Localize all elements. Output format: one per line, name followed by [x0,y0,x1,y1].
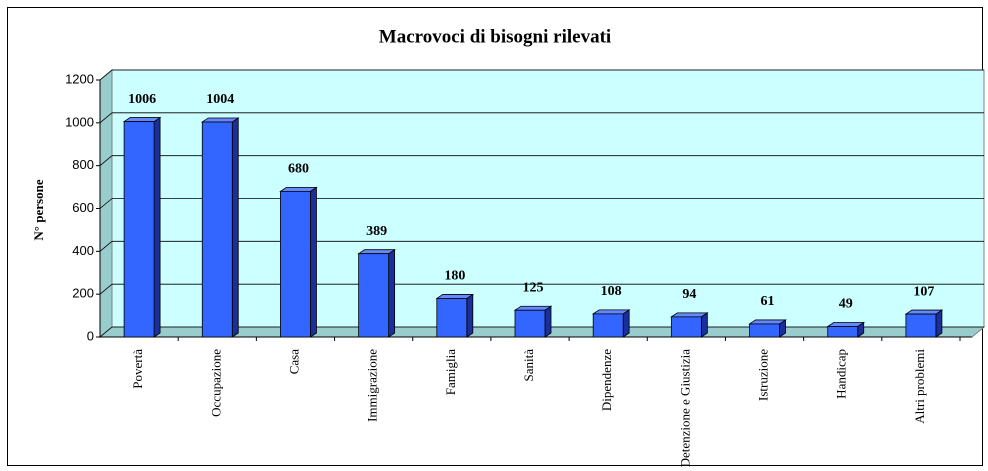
grid-line [99,326,113,338]
bar [592,313,624,338]
chart-title: Macrovoci di bisogni rilevati [379,26,611,47]
bar-side [544,305,552,338]
bar-top [279,186,318,192]
value-label: 180 [444,269,465,284]
bar-side [466,293,474,338]
x-tick-label: Istruzione [756,349,771,401]
grid-line [99,155,113,166]
value-label: 61 [761,294,775,309]
bar-top [748,319,787,325]
x-tick-label: Dipendenze [599,349,614,411]
y-tick-label: 200 [72,286,94,301]
bar-group [826,321,866,338]
bar-top [904,309,944,315]
value-label: 94 [682,287,696,302]
bar-group [200,117,240,338]
y-tick-label: 600 [72,200,94,215]
bar-side [231,117,239,338]
value-label: 1006 [128,92,156,107]
bar [280,190,311,338]
bar-group [748,319,787,338]
x-tick-label: Occupazione [208,349,223,417]
bar-top [670,312,709,318]
bar [670,316,702,338]
bar-top [591,309,631,315]
bar-group [122,116,162,338]
value-label: 680 [288,162,309,177]
x-tick-label: Immigrazione [365,349,380,422]
bar-top [357,249,396,255]
bar [201,121,233,338]
x-tick-label: Altri problemi [912,349,927,424]
bar-group [357,248,396,338]
x-tick-label: Famiglia [443,349,458,395]
bar-group [435,293,475,338]
x-tick-label: Handicap [834,349,849,399]
y-tick-label: 1000 [65,114,94,129]
grid-line [99,69,113,81]
bar-group [591,309,631,338]
x-tick-label: Detenzione e Giustizia [677,349,692,468]
bar [827,326,859,338]
plot: 0 200 400 600 800 1000 1200 Povertà 1006 Occupazi… [65,68,986,468]
bar-side [388,248,396,338]
bar-top [200,117,240,123]
y-tick-label: 400 [72,243,94,258]
bar-side [153,116,161,338]
value-label: 389 [366,224,387,239]
value-label: 108 [601,284,622,299]
bar [514,309,546,338]
bar-top [826,322,866,327]
x-tick-label: Casa [286,349,301,375]
value-label: 107 [913,284,934,299]
value-label: 125 [523,280,544,295]
bar-side [310,186,317,338]
bar-top [513,305,553,311]
bar [749,323,780,338]
bar-group [279,186,318,338]
bar [905,313,937,338]
bar [436,298,468,338]
bar [358,253,390,338]
y-tick-label: 1200 [65,71,94,86]
grid-line [99,198,113,209]
y-tick-label: 800 [72,157,94,172]
grid-line [99,241,113,252]
bar-top [122,117,162,122]
bar-group [670,312,709,338]
bar [123,121,155,338]
bar-side [935,309,943,338]
grid-line [99,112,113,124]
x-tick-label: Sanità [521,349,536,382]
bar-group [904,309,944,338]
value-label: 49 [839,297,853,312]
value-label: 1004 [206,92,234,107]
bar-side [622,309,630,338]
x-tick-label: Povertà [130,349,145,389]
bar-top [435,294,475,299]
bar-group [513,305,553,338]
y-tick-label: 0 [87,328,94,343]
grid-line [99,283,113,295]
y-axis-label: N° persone [31,179,46,240]
